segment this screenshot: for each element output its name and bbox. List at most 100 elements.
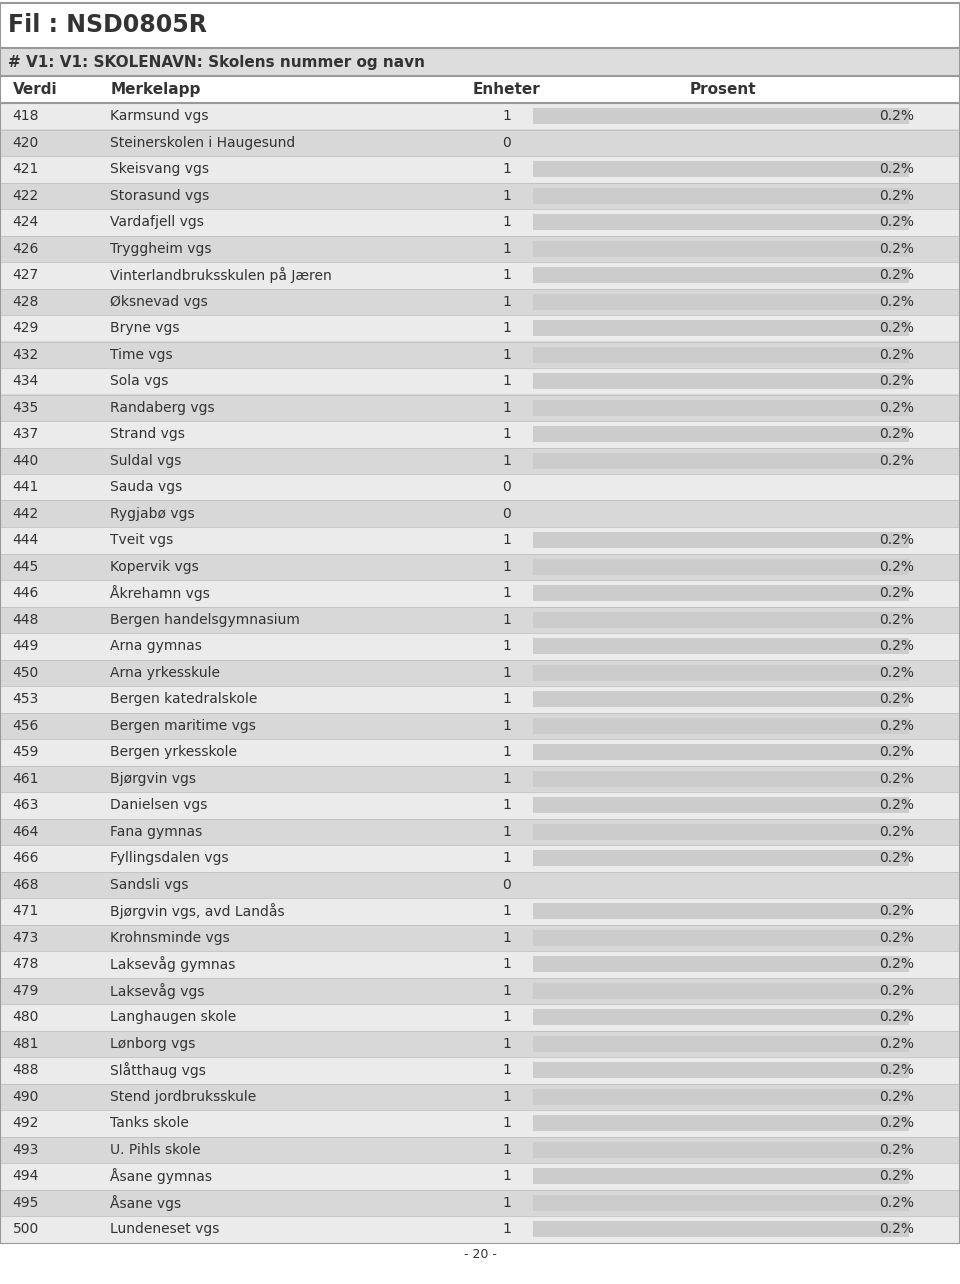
Text: 461: 461 xyxy=(12,772,39,786)
Text: Verdi: Verdi xyxy=(12,82,57,98)
Bar xyxy=(0,501,960,526)
Text: 0: 0 xyxy=(502,507,512,521)
Text: 1: 1 xyxy=(502,984,512,998)
Text: Randaberg vgs: Randaberg vgs xyxy=(110,401,215,415)
Text: 0.2%: 0.2% xyxy=(879,904,914,918)
Text: 480: 480 xyxy=(12,1011,38,1025)
Text: 488: 488 xyxy=(12,1063,39,1077)
Text: 428: 428 xyxy=(12,295,38,308)
Text: Arna yrkesskule: Arna yrkesskule xyxy=(110,665,221,679)
Bar xyxy=(533,1141,909,1158)
Bar xyxy=(0,182,960,209)
Text: 427: 427 xyxy=(12,268,38,282)
Text: Stend jordbruksskule: Stend jordbruksskule xyxy=(110,1090,256,1104)
Text: 1: 1 xyxy=(502,612,512,627)
Text: 1: 1 xyxy=(502,560,512,574)
Bar xyxy=(533,559,909,575)
Text: 1: 1 xyxy=(502,453,512,467)
Text: 1: 1 xyxy=(502,533,512,547)
Text: 0.2%: 0.2% xyxy=(879,533,914,547)
Bar xyxy=(533,1194,909,1211)
Text: 1: 1 xyxy=(502,268,512,282)
Text: Krohnsminde vgs: Krohnsminde vgs xyxy=(110,931,230,945)
Bar xyxy=(0,289,960,315)
Text: 478: 478 xyxy=(12,958,38,971)
Text: Bergen handelsgymnasium: Bergen handelsgymnasium xyxy=(110,612,300,627)
Bar xyxy=(0,872,960,898)
Bar xyxy=(0,1136,960,1163)
Text: Bjørgvin vgs: Bjørgvin vgs xyxy=(110,772,197,786)
Text: Skeisvang vgs: Skeisvang vgs xyxy=(110,162,209,176)
Text: 1: 1 xyxy=(502,1011,512,1025)
Text: 1: 1 xyxy=(502,1143,512,1157)
Bar xyxy=(0,48,960,76)
Text: 1: 1 xyxy=(502,109,512,123)
Text: 1: 1 xyxy=(502,904,512,918)
Text: 1: 1 xyxy=(502,692,512,706)
Bar xyxy=(0,1031,960,1057)
Text: 441: 441 xyxy=(12,480,38,494)
Text: 0.2%: 0.2% xyxy=(879,1143,914,1157)
Text: 448: 448 xyxy=(12,612,38,627)
Text: 432: 432 xyxy=(12,348,38,362)
Text: 0.2%: 0.2% xyxy=(879,799,914,813)
Text: 0.2%: 0.2% xyxy=(879,321,914,335)
Bar xyxy=(0,713,960,740)
Text: Øksnevad vgs: Øksnevad vgs xyxy=(110,295,208,308)
Text: 1: 1 xyxy=(502,216,512,230)
Text: 442: 442 xyxy=(12,507,38,521)
Text: 493: 493 xyxy=(12,1143,38,1157)
Text: 1: 1 xyxy=(502,958,512,971)
Text: Rygjabø vgs: Rygjabø vgs xyxy=(110,507,195,521)
Text: Tryggheim vgs: Tryggheim vgs xyxy=(110,241,212,256)
Text: 490: 490 xyxy=(12,1090,38,1104)
Text: 464: 464 xyxy=(12,824,38,838)
Text: 421: 421 xyxy=(12,162,38,176)
Text: 0.2%: 0.2% xyxy=(879,745,914,759)
Text: Steinerskolen i Haugesund: Steinerskolen i Haugesund xyxy=(110,136,296,150)
Bar xyxy=(533,638,909,655)
Bar xyxy=(0,235,960,262)
Bar xyxy=(533,1009,909,1026)
Text: Bryne vgs: Bryne vgs xyxy=(110,321,180,335)
Text: 0.2%: 0.2% xyxy=(879,958,914,971)
Bar xyxy=(533,347,909,363)
Text: Prosent: Prosent xyxy=(690,82,756,98)
Text: 0.2%: 0.2% xyxy=(879,984,914,998)
Text: 450: 450 xyxy=(12,665,38,679)
Text: 0: 0 xyxy=(502,136,512,150)
Text: 1: 1 xyxy=(502,719,512,733)
Text: Strand vgs: Strand vgs xyxy=(110,428,185,442)
Text: 0.2%: 0.2% xyxy=(879,453,914,467)
Text: Fil : NSD0805R: Fil : NSD0805R xyxy=(8,14,206,37)
Text: 1: 1 xyxy=(502,931,512,945)
Bar xyxy=(533,426,909,443)
Bar xyxy=(0,845,960,872)
Text: 446: 446 xyxy=(12,587,38,600)
Bar xyxy=(0,1004,960,1031)
Text: 0.2%: 0.2% xyxy=(879,401,914,415)
Bar xyxy=(533,1062,909,1079)
Bar xyxy=(533,823,909,840)
Bar xyxy=(533,1089,909,1106)
Text: 445: 445 xyxy=(12,560,38,574)
Text: 463: 463 xyxy=(12,799,38,813)
Text: 424: 424 xyxy=(12,216,38,230)
Text: Fana gymnas: Fana gymnas xyxy=(110,824,203,838)
Text: 1: 1 xyxy=(502,1170,512,1184)
Text: Vinterlandbruksskulen på Jæren: Vinterlandbruksskulen på Jæren xyxy=(110,267,332,284)
Text: 0.2%: 0.2% xyxy=(879,268,914,282)
Text: 1: 1 xyxy=(502,162,512,176)
Bar xyxy=(0,342,960,369)
Bar xyxy=(0,977,960,1004)
Text: 0.2%: 0.2% xyxy=(879,1090,914,1104)
Bar xyxy=(533,532,909,548)
Text: 0: 0 xyxy=(502,480,512,494)
Bar xyxy=(533,399,909,416)
Text: Time vgs: Time vgs xyxy=(110,348,173,362)
Bar xyxy=(533,1115,909,1131)
Text: 0.2%: 0.2% xyxy=(879,241,914,256)
Text: 0.2%: 0.2% xyxy=(879,560,914,574)
Bar xyxy=(0,1163,960,1189)
Bar xyxy=(0,369,960,394)
